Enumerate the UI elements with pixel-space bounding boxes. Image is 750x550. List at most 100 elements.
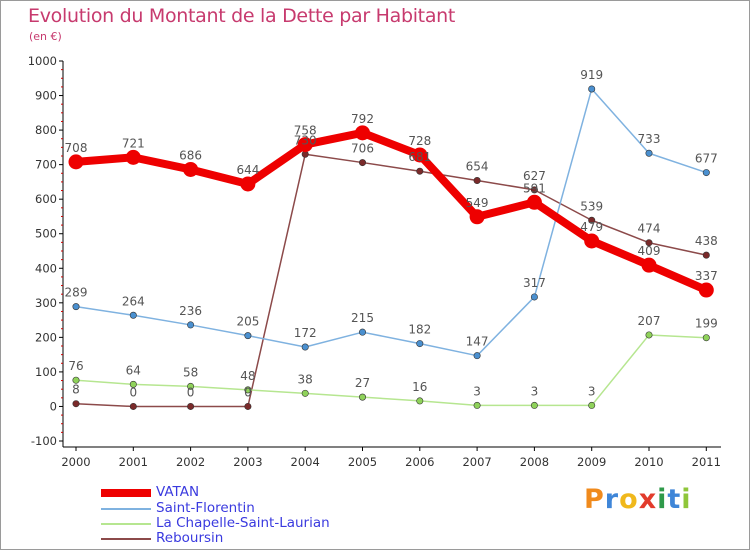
y-tick-label: 100 bbox=[35, 365, 57, 379]
data-point bbox=[68, 154, 84, 170]
data-label: 147 bbox=[466, 335, 489, 349]
x-tick-label: 2010 bbox=[634, 455, 663, 469]
data-label: 3 bbox=[473, 384, 481, 398]
data-label: 728 bbox=[408, 134, 431, 148]
data-point bbox=[187, 402, 195, 410]
data-label: 289 bbox=[65, 286, 88, 300]
data-label: 199 bbox=[695, 317, 718, 331]
data-label: 758 bbox=[294, 124, 317, 138]
data-label: 549 bbox=[466, 196, 489, 210]
logo-letter: i bbox=[681, 484, 692, 515]
data-point bbox=[301, 343, 309, 351]
chart-title: Evolution du Montant de la Dette par Hab… bbox=[28, 5, 456, 27]
data-point bbox=[72, 400, 80, 408]
data-point bbox=[530, 293, 538, 301]
data-point bbox=[183, 161, 199, 177]
data-point bbox=[355, 125, 370, 141]
data-point bbox=[526, 194, 542, 210]
data-label: 182 bbox=[408, 323, 431, 337]
data-point bbox=[469, 209, 485, 225]
data-label: 236 bbox=[179, 304, 202, 318]
y-tick-label: 900 bbox=[35, 89, 57, 103]
data-point bbox=[244, 402, 252, 410]
y-tick-label: -100 bbox=[31, 434, 57, 448]
data-label: 708 bbox=[65, 141, 88, 155]
legend-swatch bbox=[101, 508, 151, 510]
logo-letter: i bbox=[657, 484, 668, 515]
x-tick-label: 2011 bbox=[692, 455, 721, 469]
y-tick-label: 300 bbox=[35, 296, 57, 310]
data-point bbox=[129, 311, 137, 319]
data-label: 591 bbox=[523, 181, 546, 195]
data-point bbox=[473, 352, 481, 360]
data-point bbox=[187, 382, 195, 390]
legend-item: Reboursin bbox=[101, 530, 401, 546]
x-tick-label: 2003 bbox=[233, 455, 262, 469]
data-point bbox=[416, 340, 424, 348]
data-point bbox=[244, 332, 252, 340]
data-point bbox=[641, 257, 657, 273]
legend-item: La Chapelle-Saint-Laurian bbox=[101, 515, 401, 531]
data-point bbox=[72, 303, 80, 311]
data-point bbox=[240, 176, 256, 192]
data-label: 48 bbox=[240, 369, 255, 383]
y-tick-label: 200 bbox=[35, 330, 57, 344]
data-label: 409 bbox=[638, 244, 661, 258]
data-point bbox=[129, 402, 137, 410]
data-label: 479 bbox=[580, 220, 603, 234]
legend-label: Saint-Florentin bbox=[156, 500, 255, 516]
x-tick-label: 2009 bbox=[577, 455, 606, 469]
data-label: 317 bbox=[523, 276, 546, 290]
data-label: 207 bbox=[638, 314, 661, 328]
data-point bbox=[473, 177, 481, 185]
series-vatan bbox=[68, 125, 714, 298]
chart-subtitle: (en €) bbox=[29, 30, 62, 43]
data-label: 474 bbox=[638, 222, 661, 236]
data-point bbox=[645, 149, 653, 157]
data-point bbox=[702, 334, 710, 342]
y-tick-label: 800 bbox=[35, 123, 57, 137]
y-tick-label: 1000 bbox=[28, 54, 57, 68]
data-point bbox=[584, 233, 600, 249]
data-point bbox=[301, 389, 309, 397]
legend-item: Saint-Florentin bbox=[101, 500, 401, 516]
legend-swatch bbox=[101, 538, 151, 540]
data-label: 58 bbox=[183, 365, 198, 379]
data-point bbox=[125, 149, 141, 165]
data-label: 3 bbox=[531, 384, 539, 398]
y-tick-label: 700 bbox=[35, 158, 57, 172]
data-point bbox=[702, 169, 710, 177]
data-label: 38 bbox=[298, 372, 313, 386]
data-point bbox=[297, 137, 313, 153]
data-label: 76 bbox=[68, 359, 83, 373]
data-label: 919 bbox=[580, 68, 603, 82]
data-point bbox=[588, 401, 596, 409]
data-label: 64 bbox=[126, 363, 141, 377]
data-label: 706 bbox=[351, 142, 374, 156]
data-label: 733 bbox=[638, 132, 661, 146]
data-point bbox=[645, 331, 653, 339]
logo-letter: r bbox=[604, 484, 620, 515]
data-point bbox=[530, 401, 538, 409]
series-line bbox=[72, 128, 711, 295]
data-label: 792 bbox=[351, 112, 374, 126]
logo-letter: o bbox=[619, 484, 639, 515]
data-label: 644 bbox=[236, 163, 259, 177]
data-label: 0 bbox=[187, 385, 195, 399]
data-point bbox=[187, 321, 195, 329]
logo-letter: x bbox=[638, 484, 658, 515]
data-label: 654 bbox=[466, 160, 489, 174]
y-tick-label: 400 bbox=[35, 261, 57, 275]
data-label: 337 bbox=[695, 269, 718, 283]
series-line bbox=[75, 88, 708, 357]
data-label: 730 bbox=[294, 133, 317, 147]
x-tick-label: 2000 bbox=[61, 455, 90, 469]
data-point bbox=[645, 239, 653, 247]
data-label: 3 bbox=[588, 384, 596, 398]
data-label: 627 bbox=[523, 169, 546, 183]
data-label: 681 bbox=[408, 150, 431, 164]
data-label: 721 bbox=[122, 136, 145, 150]
data-point bbox=[416, 167, 424, 175]
series-line bbox=[75, 153, 708, 408]
